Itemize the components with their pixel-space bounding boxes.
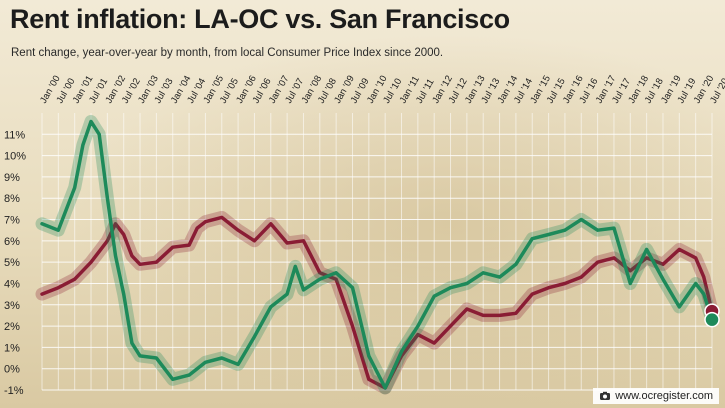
y-tick-label: 8% — [4, 193, 20, 205]
y-tick-label: 10% — [4, 151, 26, 163]
series-end-markers — [704, 303, 720, 328]
y-axis-ticks: -1% 0% 1% 2% 3% 4% 5% 6% 7% 8% 9% 10% 11% — [4, 129, 26, 397]
y-tick-label: 3% — [4, 300, 20, 312]
credit-text: www.ocregister.com — [615, 390, 713, 402]
y-tick-label: 4% — [4, 278, 20, 290]
y-tick-label: 11% — [4, 129, 25, 141]
y-tick-label: 5% — [4, 257, 20, 269]
camera-icon — [599, 390, 611, 402]
y-tick-label: 0% — [4, 364, 20, 376]
y-tick-label: 7% — [4, 215, 20, 227]
chart-subtitle: Rent change, year-over-year by month, fr… — [11, 47, 444, 59]
y-tick-label: 2% — [4, 321, 20, 333]
y-tick-label: 1% — [4, 342, 20, 354]
series-1-end-dot — [704, 311, 720, 328]
credit-badge[interactable]: www.ocregister.com — [593, 388, 719, 404]
y-tick-label: 9% — [4, 172, 20, 184]
series-0-line — [40, 215, 714, 390]
y-tick-label: -1% — [4, 385, 24, 397]
chart-title: Rent inflation: LA-OC vs. San Francisco — [10, 4, 510, 34]
y-tick-label: 6% — [4, 236, 20, 248]
series-1-line — [40, 119, 714, 390]
series-lines — [35, 115, 719, 395]
